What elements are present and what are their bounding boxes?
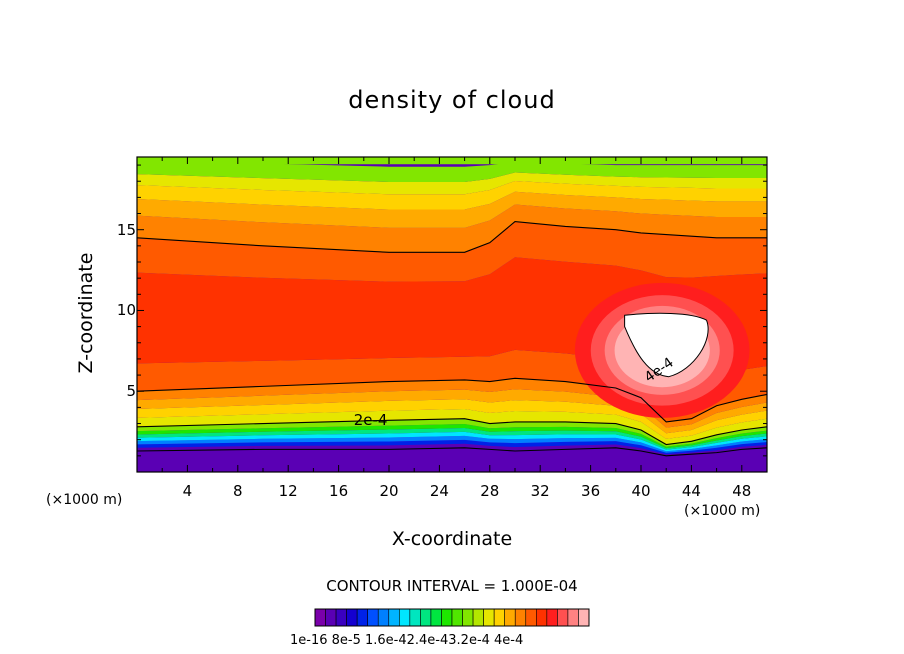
contour-band	[137, 399, 767, 439]
colorbar-swatch	[451, 608, 463, 627]
x-tick-label: 8	[233, 482, 243, 500]
x-tick-label: 16	[329, 482, 349, 500]
contour-band	[137, 418, 767, 447]
x-unit-label-right: (×1000 m)	[684, 503, 761, 519]
colorbar-swatch	[546, 608, 558, 627]
colorbar-swatch	[420, 608, 432, 627]
contour-band	[137, 172, 767, 195]
contour-band	[137, 423, 767, 449]
colorbar-swatch	[314, 608, 326, 627]
x-tick-label: 12	[278, 482, 298, 500]
contour-line	[136, 418, 768, 446]
colorbar-swatch	[514, 608, 527, 627]
y-axis-label: Z-coordinate	[75, 252, 97, 374]
colorbar-swatch	[356, 608, 368, 627]
y-tick-label: 10	[116, 301, 136, 320]
max-region	[624, 312, 709, 378]
chart-title: density of cloud	[348, 86, 556, 114]
colorbar-swatch	[504, 608, 516, 627]
colorbar-swatch	[409, 608, 421, 627]
x-tick-label: 48	[732, 482, 752, 500]
plot-frame	[136, 156, 768, 473]
colorbar-swatch	[325, 608, 337, 627]
colorbar-swatch	[377, 608, 390, 627]
colorbar-swatch	[578, 608, 590, 627]
contour-band	[137, 439, 767, 455]
colorbar-swatch	[536, 608, 548, 627]
colorbar	[314, 608, 590, 627]
colorbar-swatch	[388, 608, 400, 627]
x-tick-label: 24	[429, 482, 449, 500]
colorbar-swatch	[335, 608, 347, 627]
filled-contours	[137, 157, 767, 472]
contour-band	[137, 427, 767, 450]
contour-label: 2e-4	[354, 411, 388, 429]
contour-line	[136, 377, 768, 423]
contour-band	[137, 204, 767, 253]
top-fill	[137, 157, 767, 165]
x-tick-label: 20	[379, 482, 399, 500]
plot-border	[136, 156, 768, 473]
x-tick-label: 40	[631, 482, 651, 500]
contour-band	[137, 221, 767, 282]
contour-band	[137, 409, 767, 445]
contour-line	[136, 221, 767, 253]
x-tick-label: 44	[681, 482, 701, 500]
colorbar-swatch	[525, 608, 537, 627]
contour-band	[137, 191, 767, 228]
x-unit-label-left: (×1000 m)	[46, 492, 123, 508]
y-tick-label: 5	[126, 382, 136, 401]
x-axis-label: X-coordinate	[391, 528, 513, 550]
x-tick-label: 4	[182, 482, 193, 500]
colorbar-swatch	[462, 608, 474, 627]
x-tick-label: 32	[530, 482, 550, 500]
contour-band	[137, 435, 767, 453]
colorbar-swatch	[399, 608, 411, 627]
y-tick-label: 15	[116, 220, 136, 239]
colorbar-labels: 1e-16 8e-5 1.6e-42.4e-43.2e-4 4e-4	[290, 633, 524, 648]
colorbar-swatch	[367, 608, 379, 627]
colorbar-border	[314, 608, 590, 627]
colorbar-swatch	[483, 608, 495, 627]
axis-ticks	[137, 157, 767, 472]
x-tick-label: 28	[480, 482, 500, 500]
colorbar-swatch	[493, 608, 505, 627]
contour-band	[137, 160, 767, 182]
colorbar-swatch	[430, 608, 442, 627]
colorbar-swatch	[441, 608, 453, 627]
contour-interval-label: CONTOUR INTERVAL = 1.000E-04	[326, 577, 578, 595]
contour-band	[137, 443, 767, 456]
contour-band	[137, 181, 767, 210]
colorbar-swatch	[567, 608, 579, 627]
colorbar-swatch	[557, 608, 569, 627]
colorbar-swatch	[472, 608, 484, 627]
x-tick-label: 36	[581, 482, 601, 500]
contour-line	[136, 447, 768, 457]
contour-band	[137, 431, 767, 452]
colorbar-swatch	[346, 608, 358, 627]
